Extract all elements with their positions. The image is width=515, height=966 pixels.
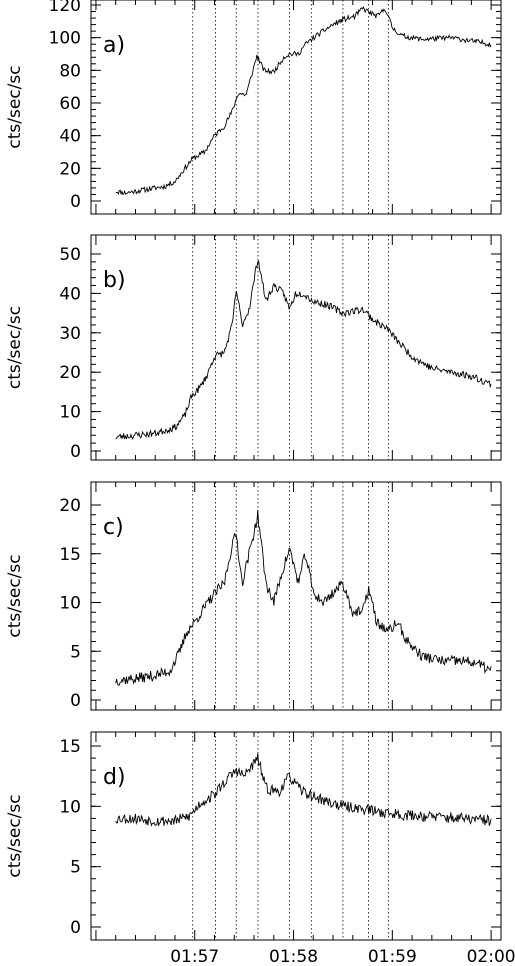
y-tick-label: 10	[59, 403, 81, 423]
panel-label: d)	[103, 765, 126, 790]
y-tick-label: 20	[59, 363, 81, 383]
y-tick-label: 10	[59, 797, 81, 817]
y-tick-label: 20	[59, 159, 81, 179]
y-tick-label: 0	[70, 192, 81, 212]
series-line	[115, 5, 492, 196]
panel-a: 0 20 40 60 80 100 120 a) cts/sec/sc	[5, 0, 502, 215]
y-tick-label: 15	[59, 545, 81, 565]
panel-label: c)	[103, 515, 124, 540]
panel-label: a)	[103, 33, 125, 58]
y-axis-label: cts/sec/sc	[5, 65, 25, 148]
panel-b: 0 10 20 30 40 50 b) cts/sec/sc	[5, 234, 502, 462]
plot-frame	[90, 731, 502, 941]
x-tick-label: 01:58	[269, 947, 318, 966]
y-axis-label: cts/sec/sc	[5, 794, 25, 877]
y-tick-label: 20	[59, 496, 81, 516]
y-axis-label: cts/sec/sc	[5, 554, 25, 637]
y-tick-label: 60	[59, 94, 81, 114]
y-tick-label: 0	[70, 691, 81, 711]
x-tick-label: 01:59	[368, 947, 417, 966]
y-axis-label: cts/sec/sc	[5, 306, 25, 389]
panel-label: b)	[103, 268, 126, 293]
y-tick-label: 5	[70, 858, 81, 878]
plot-frame	[90, 481, 502, 711]
y-tick-label: 120	[49, 0, 81, 16]
y-tick-label: 50	[59, 245, 81, 265]
y-tick-label: 80	[59, 61, 81, 81]
x-tick-label: 02:00	[467, 947, 515, 966]
panel-c: 0 5 10 15 20 c) cts/sec/sc	[5, 481, 502, 711]
y-tick-label: 40	[59, 284, 81, 304]
series-line	[115, 260, 492, 440]
series-line	[115, 753, 492, 828]
panel-d: 0 5 10 15 d) cts/sec/sc	[5, 731, 502, 941]
plot-frame	[90, 0, 502, 215]
y-tick-label: 10	[59, 594, 81, 614]
y-tick-label: 40	[59, 127, 81, 147]
y-tick-label: 30	[59, 324, 81, 344]
plot-frame	[90, 234, 502, 461]
y-tick-label: 0	[70, 442, 81, 462]
y-tick-label: 0	[70, 918, 81, 938]
series-line	[115, 509, 492, 686]
y-tick-label: 5	[70, 642, 81, 662]
y-tick-label: 15	[59, 737, 81, 757]
x-tick-label: 01:57	[170, 947, 219, 966]
y-tick-label: 100	[49, 29, 81, 49]
